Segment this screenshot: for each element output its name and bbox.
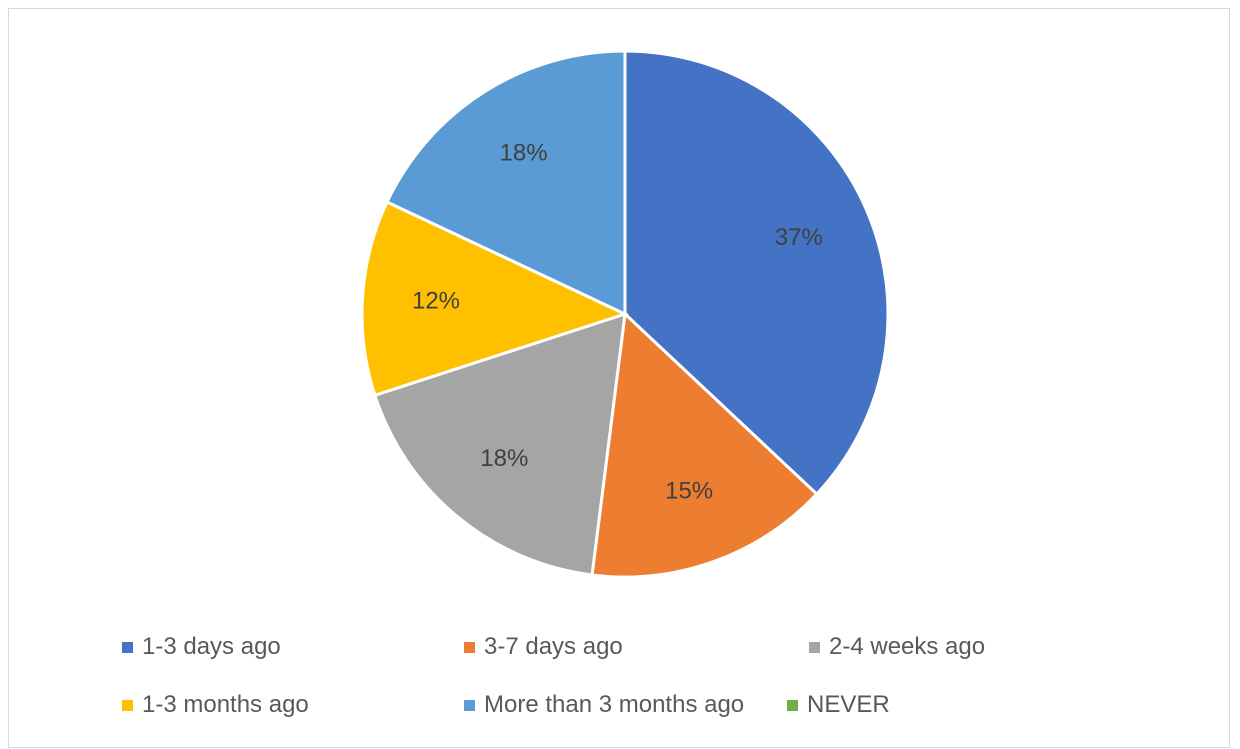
legend-swatch [122,699,133,711]
legend-label: 3-7 days ago [484,633,623,660]
legend-label: 1-3 days ago [142,633,281,660]
legend-item-1-3-days: 1-3 days ago [122,631,281,663]
legend-label: 2-4 weeks ago [829,633,986,660]
data-label: 12% [412,287,460,314]
legend-label: More than 3 months ago [484,691,745,718]
data-label: 37% [775,224,823,251]
legend-item-never: NEVER [787,689,890,721]
legend-item-1-3-months: 1-3 months ago [122,689,309,721]
legend-swatch [809,641,820,653]
pie-data-labels: 37% 15% 18% 12% 18% [412,139,823,504]
legend-label: 1-3 months ago [142,691,309,718]
slice-more-than-3-months [385,49,627,317]
slice-1-3-days [623,49,890,497]
legend-swatch [122,641,133,653]
legend-item-3-7-days: 3-7 days ago [464,631,623,663]
slice-3-7-days [590,310,819,579]
slice-1-3-months [360,200,630,398]
data-label: 18% [500,139,548,166]
chart-frame: 37% 15% 18% 12% 18% 1-3 days ago 3-7 days ag… [8,8,1230,748]
legend-swatch [464,699,475,711]
pie-slices [360,49,890,579]
legend-label: NEVER [807,691,890,718]
legend-swatch [464,641,475,653]
data-label: 15% [665,478,713,505]
legend-swatch [787,699,798,711]
pie-chart: 37% 15% 18% 12% 18% [360,49,890,579]
data-label: 18% [480,445,528,472]
legend-item-more-than-3-months: More than 3 months ago [464,689,744,721]
slice-2-4-weeks [372,311,627,577]
legend-item-2-4-weeks: 2-4 weeks ago [809,631,985,663]
